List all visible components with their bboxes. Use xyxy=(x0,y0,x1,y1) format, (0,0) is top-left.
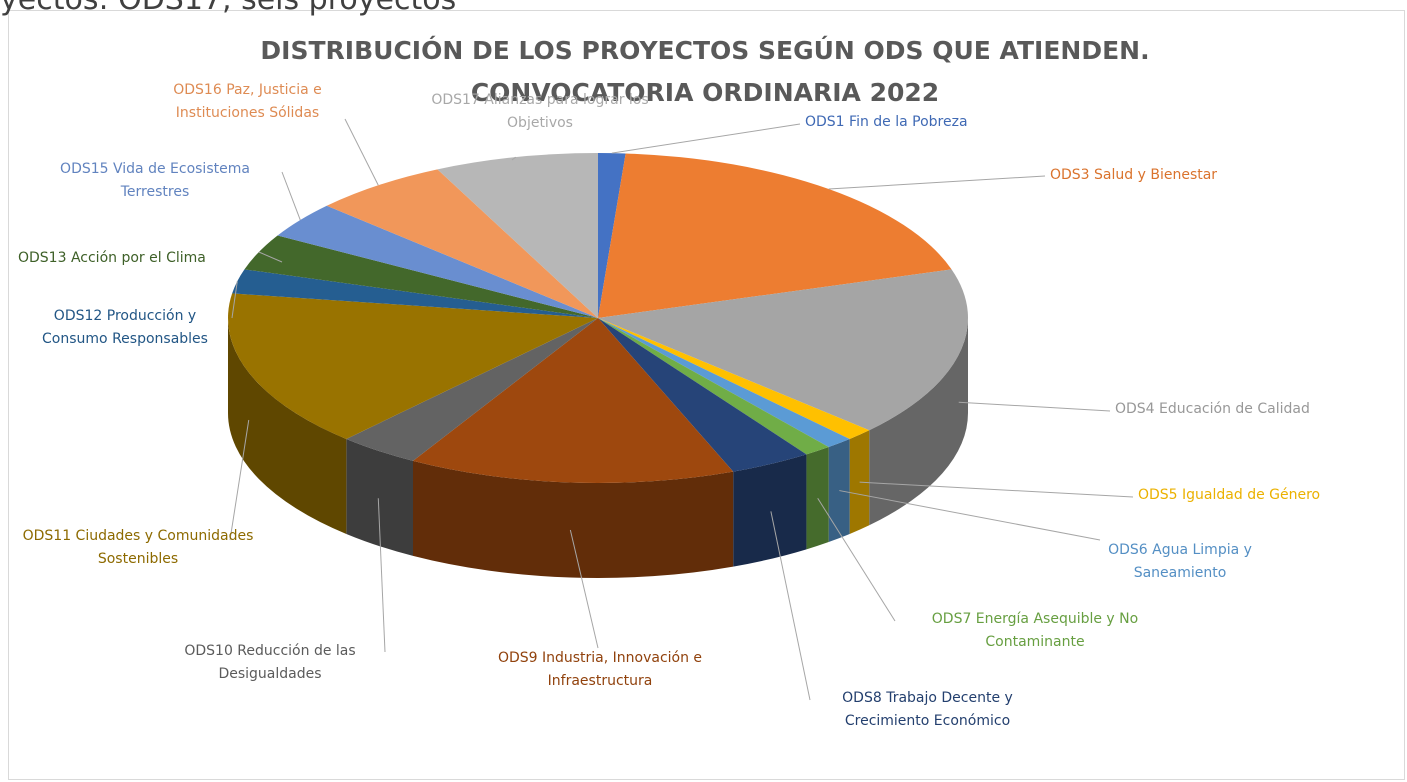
slice-label: ODS15 Vida de Ecosistema Terrestres xyxy=(60,161,250,200)
pie-slice xyxy=(598,153,952,318)
chart-title: DISTRIBUCIÓN DE LOS PROYECTOS SEGÚN ODS … xyxy=(260,36,1150,107)
slice-label: ODS5 Igualdad de Género xyxy=(1138,487,1321,503)
slice-label: ODS10 Reducción de las Desigualdades xyxy=(184,643,356,682)
slice-label: ODS16 Paz, Justicia e Instituciones Sóli… xyxy=(173,82,322,121)
leader-line xyxy=(377,498,386,653)
leader-line xyxy=(344,118,379,186)
slice-label: ODS3 Salud y Bienestar xyxy=(1050,167,1218,183)
slice-label: ODS8 Trabajo Decente y Crecimiento Econó… xyxy=(842,690,1013,729)
pie-slice xyxy=(598,318,850,448)
pie-side xyxy=(869,318,968,526)
pie-slice xyxy=(598,318,807,472)
slice-label: ODS9 Industria, Innovación e Infraestruc… xyxy=(497,650,703,689)
slice-label: ODS13 Acción por el Clima xyxy=(18,250,206,266)
slice-label: ODS17 Alianzas para lograr los Objetivos xyxy=(431,92,649,131)
pie-slice xyxy=(437,153,598,318)
leader-line xyxy=(258,251,283,263)
leader-line xyxy=(859,481,1134,498)
pie-slice xyxy=(244,235,599,318)
leader-line xyxy=(231,281,238,319)
leader-line xyxy=(569,529,599,649)
slice-label: ODS1 Fin de la Pobreza xyxy=(805,114,968,130)
pie-slice xyxy=(598,153,626,318)
pie-side xyxy=(849,430,870,534)
cropped-text: yectos: ODS17, seis proyectos xyxy=(0,0,456,17)
leader-line xyxy=(817,497,896,622)
leader-line xyxy=(281,171,301,221)
pie-side xyxy=(346,438,413,556)
leader-line xyxy=(770,511,811,701)
pie-slice xyxy=(227,293,598,439)
slice-label: ODS6 Agua Limpia y Saneamiento xyxy=(1108,542,1252,581)
slice-label: ODS11 Ciudades y Comunidades Sostenibles xyxy=(22,528,254,567)
slice-label: ODS7 Energía Asequible y No Contaminante xyxy=(931,611,1139,650)
pie-side xyxy=(828,438,850,543)
pie-slice xyxy=(232,269,598,318)
pie-slice xyxy=(326,169,598,318)
pie-slice xyxy=(413,318,734,483)
leader-line xyxy=(611,123,801,154)
leader-line xyxy=(839,490,1101,541)
leader-line xyxy=(958,401,1111,412)
pie-slice xyxy=(346,318,598,461)
pie-side xyxy=(733,454,807,567)
pie-side xyxy=(228,318,347,534)
pie-side xyxy=(806,447,829,550)
slice-label: ODS4 Educación de Calidad xyxy=(1115,401,1310,417)
slice-label: ODS12 Producción y Consumo Responsables xyxy=(42,308,208,347)
pie-side xyxy=(413,460,734,578)
pie-slice xyxy=(598,269,969,431)
leader-line xyxy=(828,175,1046,190)
pie-slice xyxy=(598,318,870,439)
pie-slice xyxy=(598,318,829,455)
pie-slice xyxy=(277,205,598,318)
leader-line xyxy=(229,419,250,541)
leader-line xyxy=(511,156,516,161)
